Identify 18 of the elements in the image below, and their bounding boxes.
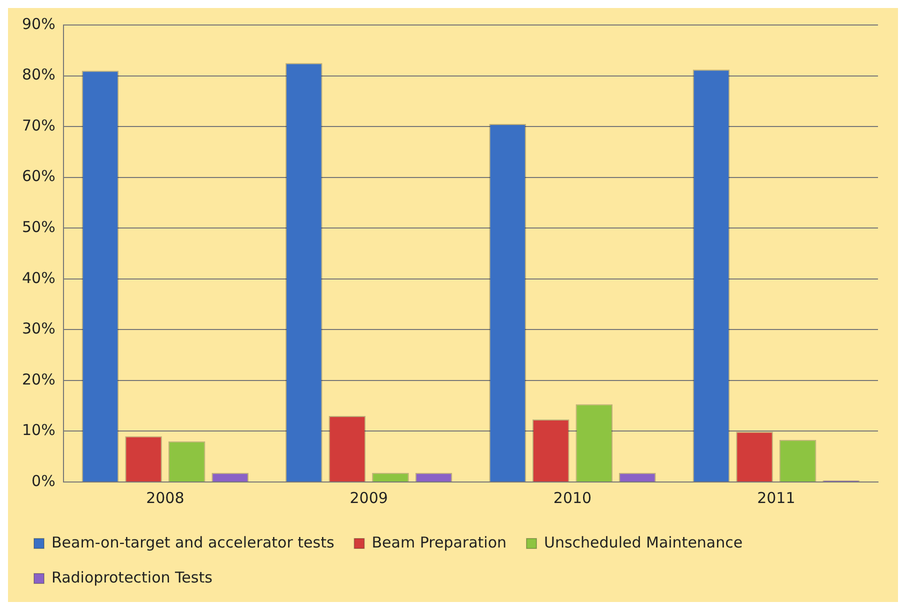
y-tick-label: 90% [22,14,56,33]
legend-label: Beam-on-target and accelerator tests [52,533,334,552]
legend-label: Beam Preparation [372,533,507,552]
y-tick-label: 70% [22,116,56,134]
y-tick-label: 80% [22,66,56,84]
x-tick-label: 2009 [350,488,388,507]
x-tick-label: 2011 [757,488,796,507]
legend-label: Unscheduled Maintenance [544,533,743,552]
y-tick-label: 0% [32,472,56,490]
y-tick-label: 50% [22,218,56,236]
x-tick-label: 2010 [553,488,592,507]
y-tick-label: 20% [22,370,56,388]
y-tick-label: 60% [22,167,56,186]
x-tick-label: 2008 [146,488,184,507]
y-tick-label: 30% [22,320,56,338]
y-tick-label: 10% [22,421,56,440]
y-tick-label: 40% [22,268,56,287]
legend-label: Radioprotection Tests [52,568,213,586]
